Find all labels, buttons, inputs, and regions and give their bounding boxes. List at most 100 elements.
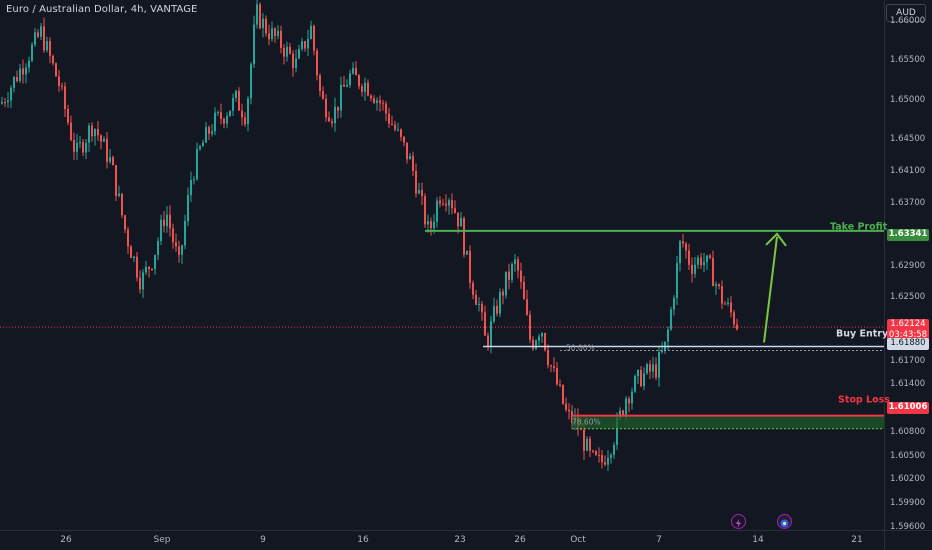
candle-body bbox=[580, 428, 582, 430]
candle-body bbox=[697, 257, 699, 265]
stop-loss-price-tag: 1.61006 bbox=[887, 402, 929, 414]
candle-body bbox=[226, 116, 228, 124]
candle-body bbox=[550, 365, 552, 367]
candle-body bbox=[484, 312, 486, 336]
candle-body bbox=[250, 64, 252, 99]
candle-body bbox=[424, 196, 426, 225]
candle-body bbox=[670, 309, 672, 330]
candle-body bbox=[28, 60, 30, 68]
candle-body bbox=[292, 53, 294, 69]
candle-body bbox=[532, 339, 534, 349]
candle-body bbox=[256, 4, 258, 25]
candle-body bbox=[325, 98, 327, 118]
candle-body bbox=[622, 410, 624, 415]
candle-body bbox=[235, 90, 237, 98]
candle-body bbox=[526, 299, 528, 315]
candle-body bbox=[223, 118, 225, 124]
time-axis-tick: Oct bbox=[570, 535, 586, 545]
candle-body bbox=[358, 75, 360, 87]
candle-body bbox=[229, 110, 231, 117]
buy-entry-label: Buy Entry bbox=[836, 328, 889, 340]
candle-body bbox=[433, 221, 435, 229]
candle-body bbox=[349, 73, 351, 86]
price-axis-tick: 1.64500 bbox=[890, 134, 926, 145]
candle-body bbox=[169, 214, 171, 229]
candle-body bbox=[538, 336, 540, 341]
candle-body bbox=[430, 221, 432, 229]
candle-body bbox=[520, 270, 522, 282]
globe-flag-icon bbox=[780, 519, 789, 528]
candle-body bbox=[721, 286, 723, 304]
time-axis-tick: 9 bbox=[260, 535, 266, 545]
candle-body bbox=[220, 112, 222, 119]
candle-body bbox=[103, 138, 105, 142]
candle-body bbox=[703, 262, 705, 266]
currency-selector[interactable]: AUD bbox=[886, 4, 926, 22]
candle-body bbox=[211, 131, 213, 134]
candle-body bbox=[496, 306, 498, 314]
candle-body bbox=[145, 266, 147, 273]
candle-body bbox=[7, 100, 9, 103]
candle-body bbox=[259, 4, 261, 29]
candle-body bbox=[610, 454, 612, 458]
candle-body bbox=[193, 179, 195, 181]
lightning-event-icon[interactable] bbox=[731, 514, 746, 529]
candle-body bbox=[196, 148, 198, 180]
time-axis-tick: 26 bbox=[514, 535, 526, 545]
candle-body bbox=[286, 46, 288, 57]
candle-body bbox=[310, 25, 312, 39]
price-axis-tick: 1.59900 bbox=[890, 498, 926, 509]
candle-body bbox=[379, 100, 381, 104]
candle-body bbox=[733, 312, 735, 325]
price-axis-tick: 1.66000 bbox=[890, 15, 926, 26]
candle-body bbox=[583, 429, 585, 451]
candle-body bbox=[22, 68, 24, 75]
time-axis-tick: 21 bbox=[851, 535, 863, 545]
candle-body bbox=[691, 264, 693, 274]
price-axis-tick: 1.61700 bbox=[890, 355, 926, 366]
price-axis-tick: 1.63700 bbox=[890, 197, 926, 208]
candle-body bbox=[736, 324, 738, 330]
time-axis-tick: 23 bbox=[454, 535, 466, 545]
candle-body bbox=[439, 200, 441, 204]
candle-body bbox=[313, 25, 315, 51]
candle-body bbox=[454, 208, 456, 213]
price-axis-tick: 1.61400 bbox=[890, 379, 926, 390]
candle-body bbox=[343, 84, 345, 87]
candle-body bbox=[157, 240, 159, 255]
price-axis-tick: 1.60800 bbox=[890, 426, 926, 437]
candle-body bbox=[487, 335, 489, 346]
candle-body bbox=[625, 398, 627, 415]
price-axis-tick: 1.62900 bbox=[890, 260, 926, 271]
candle-body bbox=[445, 203, 447, 206]
candle-body bbox=[568, 409, 570, 412]
candle-body bbox=[442, 203, 444, 205]
candle-body bbox=[553, 366, 555, 369]
time-axis-tick: 14 bbox=[752, 535, 764, 545]
price-axis-tick: 1.60200 bbox=[890, 474, 926, 485]
price-axis-tick: 1.62500 bbox=[890, 292, 926, 303]
candle-body bbox=[718, 284, 720, 287]
candle-body bbox=[214, 112, 216, 132]
economic-event-icon[interactable] bbox=[777, 514, 792, 529]
candle-body bbox=[1, 102, 3, 104]
candle-body bbox=[346, 85, 348, 87]
candle-body bbox=[301, 41, 303, 49]
candle-body bbox=[262, 18, 264, 29]
candle-body bbox=[283, 47, 285, 57]
candle-body bbox=[715, 284, 717, 287]
candle-body bbox=[700, 257, 702, 266]
time-axis-tick: 7 bbox=[656, 535, 662, 545]
candle-body bbox=[79, 142, 81, 144]
target-arrowhead bbox=[765, 232, 787, 247]
candle-body bbox=[535, 340, 537, 349]
candle-body bbox=[43, 26, 45, 51]
candle-body bbox=[73, 139, 75, 152]
candle-body bbox=[121, 193, 123, 216]
candle-body bbox=[136, 256, 138, 278]
candle-body bbox=[466, 250, 468, 255]
candle-body bbox=[76, 142, 78, 152]
candle-body bbox=[4, 102, 6, 104]
candle-body bbox=[652, 364, 654, 372]
